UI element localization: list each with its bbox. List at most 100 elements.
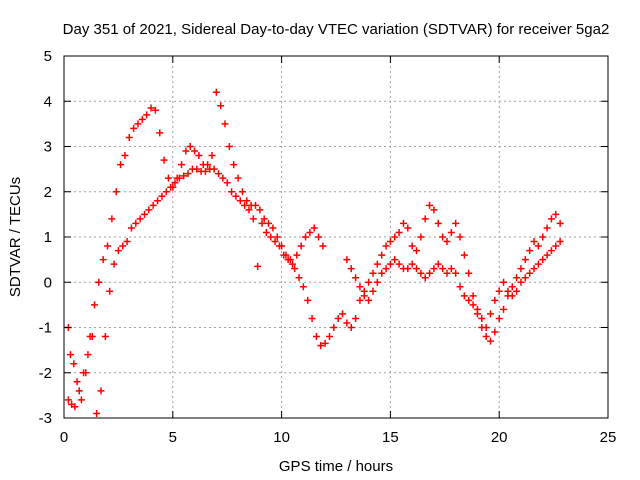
data-point (443, 269, 451, 277)
data-point (90, 301, 98, 309)
data-point (399, 219, 407, 227)
data-point (495, 287, 503, 295)
data-point (145, 206, 153, 214)
data-point (530, 265, 538, 273)
data-point (373, 260, 381, 268)
data-point (84, 351, 92, 359)
data-point (71, 403, 79, 411)
data-point (154, 197, 162, 205)
data-point (534, 242, 542, 250)
data-point (97, 387, 105, 395)
data-point (288, 260, 296, 268)
data-point (456, 233, 464, 241)
data-point (162, 188, 170, 196)
data-point (262, 228, 270, 236)
data-point (443, 238, 451, 246)
data-point (258, 219, 266, 227)
data-point (473, 305, 481, 313)
data-point (526, 269, 534, 277)
data-point (391, 256, 399, 264)
data-point (308, 314, 316, 322)
data-point (325, 333, 333, 341)
data-point (543, 224, 551, 232)
data-point (408, 242, 416, 250)
data-point (539, 256, 547, 264)
data-point (156, 129, 164, 137)
data-point (330, 324, 338, 331)
data-point (269, 224, 277, 232)
data-point (234, 174, 242, 182)
data-point (241, 201, 249, 209)
data-point (251, 201, 259, 209)
y-tick-label: 5 (44, 48, 52, 65)
data-point (430, 265, 438, 273)
data-point (365, 296, 373, 304)
data-point (141, 210, 149, 218)
data-point (452, 269, 460, 277)
data-point (417, 233, 425, 241)
data-point (167, 183, 175, 191)
data-point (426, 269, 434, 277)
data-point (293, 251, 301, 259)
data-point (356, 283, 364, 291)
y-tick-label: 4 (44, 93, 52, 110)
data-point (260, 215, 268, 223)
data-point (452, 219, 460, 227)
data-point (80, 369, 88, 377)
x-tick-label: 5 (169, 429, 177, 446)
data-point (112, 188, 120, 196)
data-point (382, 242, 390, 250)
data-point (184, 170, 192, 178)
data-point (508, 283, 516, 291)
data-point (304, 296, 312, 304)
data-point (356, 296, 364, 304)
data-point (273, 233, 281, 241)
data-point (413, 265, 421, 273)
data-point (504, 287, 512, 295)
data-point (306, 228, 314, 236)
data-point (447, 228, 455, 236)
grid-lines (64, 56, 608, 418)
y-tick-label: 2 (44, 184, 52, 201)
data-point (482, 333, 490, 341)
data-point (147, 104, 155, 112)
data-point (352, 314, 360, 322)
data-point (486, 310, 494, 318)
data-point (391, 233, 399, 241)
data-point (310, 224, 318, 232)
x-tick-label: 25 (600, 429, 617, 446)
data-point (513, 274, 521, 282)
data-point (547, 247, 555, 255)
data-point (456, 283, 464, 291)
data-point (160, 156, 168, 164)
x-tick-label: 10 (273, 429, 290, 446)
data-point (223, 179, 231, 187)
data-point (347, 324, 355, 331)
data-point (413, 247, 421, 255)
data-point (232, 192, 240, 200)
data-point (315, 233, 323, 241)
data-point (101, 333, 109, 341)
data-point (265, 219, 273, 227)
data-point (134, 120, 142, 128)
x-tick-label: 20 (491, 429, 508, 446)
data-point (495, 314, 503, 322)
x-tick-label: 15 (382, 429, 399, 446)
data-point (556, 219, 564, 227)
data-point (352, 274, 360, 282)
data-point (434, 260, 442, 268)
data-point (395, 228, 403, 236)
y-tick-label: 0 (44, 274, 52, 291)
data-point (119, 242, 127, 250)
data-point (530, 238, 538, 246)
data-point (347, 265, 355, 273)
data-point (238, 188, 246, 196)
data-point (369, 269, 377, 277)
data-point (217, 102, 225, 110)
data-point (534, 260, 542, 268)
data-point (256, 206, 264, 214)
data-point (164, 174, 172, 182)
data-point (365, 278, 373, 286)
data-point (513, 287, 521, 295)
data-point (395, 260, 403, 268)
